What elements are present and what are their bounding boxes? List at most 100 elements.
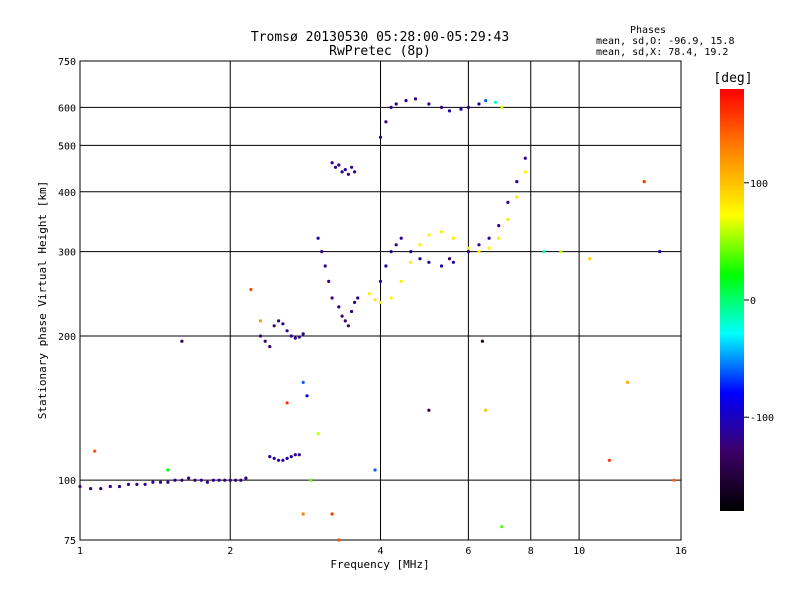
data-point [316, 432, 320, 436]
data-point [447, 257, 452, 261]
data-point [166, 468, 170, 472]
data-point [497, 236, 501, 240]
data-point [180, 339, 184, 343]
data-point [367, 292, 371, 296]
x-axis-label: Frequency [MHz] [330, 558, 429, 571]
data-point [277, 458, 281, 462]
data-point [480, 339, 484, 343]
data-point [356, 296, 360, 300]
data-point [309, 478, 313, 482]
data-point [158, 480, 163, 484]
colorbar-tick-label: 100 [750, 179, 768, 190]
data-point [108, 484, 112, 489]
data-points [78, 97, 676, 542]
data-point [272, 324, 276, 328]
data-point [559, 250, 563, 254]
colorbar-tick-label: 0 [750, 296, 756, 307]
data-point [330, 161, 334, 165]
data-point [447, 109, 452, 113]
data-point [89, 487, 93, 491]
data-point [301, 512, 305, 516]
data-point [320, 250, 324, 254]
data-point [515, 195, 519, 199]
data-point [268, 345, 272, 349]
data-point [399, 236, 403, 240]
data-point [484, 408, 488, 412]
data-point [373, 468, 377, 472]
data-point [293, 453, 297, 457]
data-point [384, 264, 388, 268]
data-point [239, 478, 243, 482]
data-point [439, 264, 444, 268]
data-point [285, 456, 289, 460]
data-point [439, 105, 444, 109]
y-tick-label: 100 [58, 476, 76, 487]
data-point [477, 250, 481, 254]
data-point [343, 319, 347, 323]
data-point [588, 257, 592, 261]
x-tick-label: 2 [227, 546, 233, 557]
data-point [418, 243, 422, 247]
data-point [409, 250, 413, 254]
data-point [459, 107, 463, 111]
data-point [409, 260, 413, 264]
data-point [427, 260, 431, 264]
data-point [625, 380, 630, 384]
data-point [607, 458, 612, 462]
data-point [389, 296, 393, 300]
data-point [297, 453, 301, 457]
y-tick-label: 75 [64, 536, 76, 547]
data-point [187, 476, 191, 480]
data-point [289, 455, 293, 459]
data-point [293, 336, 297, 340]
y-tick-label: 500 [58, 141, 76, 152]
data-point [353, 170, 357, 174]
colorbar [720, 89, 744, 511]
data-point [451, 260, 455, 264]
data-point [333, 165, 338, 169]
data-point [337, 305, 341, 309]
x-tick-label: 4 [377, 546, 383, 557]
data-point [258, 319, 263, 323]
x-tick-label: 1 [77, 546, 83, 557]
data-point [340, 314, 344, 318]
data-point [466, 105, 470, 109]
data-point [223, 478, 227, 482]
data-point [439, 230, 444, 234]
data-point [427, 102, 431, 106]
colorbar-ticks: 100 0 -100 [744, 179, 774, 424]
data-point [272, 456, 276, 460]
data-point [373, 298, 377, 302]
data-point [193, 478, 197, 482]
data-point [477, 243, 481, 247]
data-point [394, 243, 398, 247]
data-point [672, 478, 676, 482]
data-point [330, 296, 334, 300]
colorbar-tick-label: -100 [750, 413, 774, 424]
y-tick-label: 600 [58, 103, 76, 114]
data-point [289, 334, 293, 338]
data-point [353, 300, 357, 304]
chart-title: Tromsø 20130530 05:28:00-05:29:43 [251, 30, 509, 45]
data-point [297, 335, 301, 339]
y-tick-label: 200 [58, 332, 76, 343]
data-point [642, 180, 646, 184]
data-point [506, 200, 510, 204]
y-tick-label: 400 [58, 188, 76, 199]
data-point [205, 480, 209, 484]
legend-line-o: mean, sd,O: -96.9, 15.8 [596, 36, 734, 47]
data-point [542, 250, 546, 254]
data-point [301, 380, 305, 384]
data-point [384, 120, 388, 124]
data-point [399, 279, 403, 283]
data-point [337, 538, 341, 542]
data-point [249, 287, 253, 292]
data-point [389, 105, 393, 109]
legend-line-x: mean, sd,X: 78.4, 19.2 [596, 47, 728, 58]
data-point [493, 100, 498, 104]
data-point [337, 163, 341, 167]
data-point [500, 525, 504, 529]
data-point [523, 170, 527, 174]
data-point [427, 408, 431, 412]
data-point [173, 478, 177, 482]
